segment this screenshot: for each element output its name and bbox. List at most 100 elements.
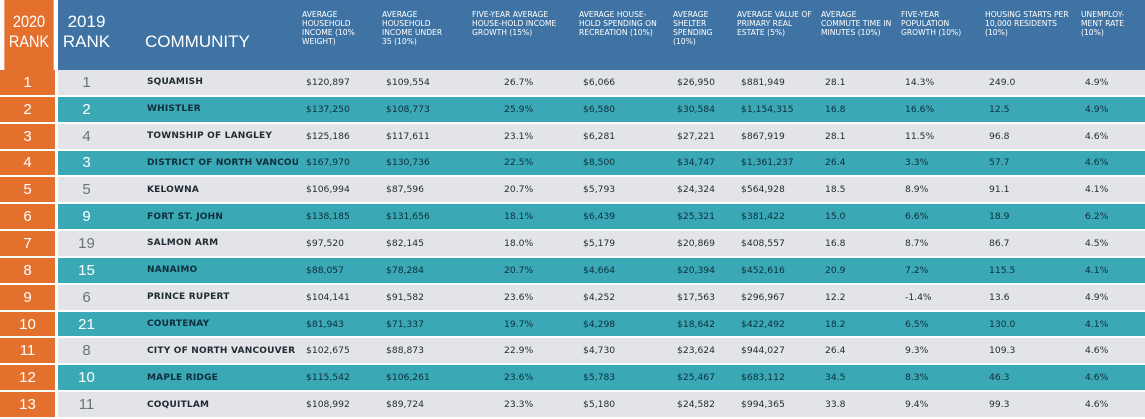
header-rank-2019: 2019 RANK (58, 0, 115, 70)
rank-2020-cell: 5 (0, 177, 58, 205)
unemployment-rate-cell: 4.6% (1077, 365, 1145, 393)
real-estate-value-cell: $867,919 (733, 123, 817, 151)
housing-starts-cell: 130.0 (981, 311, 1077, 339)
community-cell: DISTRICT OF NORTH VANCOUVER (115, 150, 298, 178)
header-real-estate-value: AVERAGE VALUE OF PRIMARY REAL ESTATE (5%… (733, 0, 817, 70)
rank-2019-cell: 11 (58, 392, 115, 419)
income-growth-cell: 18.0% (458, 231, 575, 258)
shelter-spending-cell: $20,869 (669, 231, 733, 258)
avg-household-income-cell: $125,186 (298, 123, 378, 151)
avg-income-under-35-cell: $87,596 (378, 177, 458, 205)
unemployment-rate-cell: 4.5% (1077, 231, 1145, 258)
shelter-spending-cell: $24,582 (669, 392, 733, 419)
recreation-spending-cell: $4,664 (575, 257, 669, 285)
recreation-spending-cell: $4,730 (575, 338, 669, 366)
shelter-spending-cell: $18,642 (669, 311, 733, 339)
avg-household-income-cell: $106,994 (298, 177, 378, 205)
rank-2020-cell: 6 (0, 204, 58, 232)
header-shelter-spending: AVERAGE SHELTER SPENDING (10%) (669, 0, 733, 70)
rank-2020-cell: 1 (0, 70, 58, 97)
housing-starts-cell: 99.3 (981, 392, 1077, 419)
header-commute-time: AVERAGE COMMUTE TIME IN MINUTES (10%) (817, 0, 897, 70)
header-rank-2020: 2020 RANK (4, 0, 54, 70)
avg-income-under-35-cell: $78,284 (378, 257, 458, 285)
population-growth-cell: 6.6% (897, 204, 981, 232)
community-cell: CITY OF NORTH VANCOUVER (115, 338, 298, 366)
unemployment-rate-cell: 4.6% (1077, 123, 1145, 151)
unemployment-rate-cell: 4.9% (1077, 96, 1145, 124)
recreation-spending-cell: $5,180 (575, 392, 669, 419)
rank-2020-cell: 12 (0, 365, 58, 393)
avg-income-under-35-cell: $82,145 (378, 231, 458, 258)
avg-household-income-cell: $97,520 (298, 231, 378, 258)
community-cell: TOWNSHIP OF LANGLEY (115, 123, 298, 151)
rank-2020-cell: 13 (0, 392, 58, 419)
commute-time-cell: 12.2 (817, 284, 897, 312)
header-avg-income-under-35: AVERAGE HOUSEHOLD INCOME UNDER 35 (10%) (378, 0, 458, 70)
avg-income-under-35-cell: $71,337 (378, 311, 458, 339)
income-growth-cell: 22.9% (458, 338, 575, 366)
avg-income-under-35-cell: $88,873 (378, 338, 458, 366)
avg-household-income-cell: $81,943 (298, 311, 378, 339)
recreation-spending-cell: $5,783 (575, 365, 669, 393)
population-growth-cell: 16.6% (897, 96, 981, 124)
unemployment-rate-cell: 4.9% (1077, 284, 1145, 312)
recreation-spending-cell: $4,298 (575, 311, 669, 339)
income-growth-cell: 22.5% (458, 150, 575, 178)
avg-income-under-35-cell: $106,261 (378, 365, 458, 393)
commute-time-cell: 18.5 (817, 177, 897, 205)
shelter-spending-cell: $25,467 (669, 365, 733, 393)
population-growth-cell: 9.3% (897, 338, 981, 366)
unemployment-rate-cell: 4.9% (1077, 70, 1145, 97)
avg-household-income-cell: $88,057 (298, 257, 378, 285)
shelter-spending-cell: $34,747 (669, 150, 733, 178)
avg-income-under-35-cell: $91,582 (378, 284, 458, 312)
rank-2020-cell: 2 (0, 96, 58, 124)
population-growth-cell: 7.2% (897, 257, 981, 285)
community-cell: PRINCE RUPERT (115, 284, 298, 312)
unemployment-rate-cell: 4.6% (1077, 392, 1145, 419)
header-community: COMMUNITY (115, 0, 298, 70)
shelter-spending-cell: $25,321 (669, 204, 733, 232)
income-growth-cell: 23.3% (458, 392, 575, 419)
housing-starts-cell: 91.1 (981, 177, 1077, 205)
commute-time-cell: 26.4 (817, 338, 897, 366)
housing-starts-cell: 18.9 (981, 204, 1077, 232)
avg-income-under-35-cell: $117,611 (378, 123, 458, 151)
income-growth-cell: 18.1% (458, 204, 575, 232)
population-growth-cell: -1.4% (897, 284, 981, 312)
recreation-spending-cell: $5,793 (575, 177, 669, 205)
rank-2019-cell: 21 (58, 311, 115, 339)
housing-starts-cell: 96.8 (981, 123, 1077, 151)
rank-2019-cell: 3 (58, 150, 115, 178)
commute-time-cell: 16.8 (817, 96, 897, 124)
community-cell: NANAIMO (115, 257, 298, 285)
recreation-spending-cell: $4,252 (575, 284, 669, 312)
header-recreation-spending: AVERAGE HOUSE-HOLD SPENDING ON RECREATIO… (575, 0, 669, 70)
real-estate-value-cell: $1,154,315 (733, 96, 817, 124)
recreation-spending-cell: $5,179 (575, 231, 669, 258)
income-growth-cell: 25.9% (458, 96, 575, 124)
income-growth-cell: 23.6% (458, 365, 575, 393)
commute-time-cell: 28.1 (817, 70, 897, 97)
avg-household-income-cell: $104,141 (298, 284, 378, 312)
avg-income-under-35-cell: $131,656 (378, 204, 458, 232)
rank-2019-cell: 8 (58, 338, 115, 366)
shelter-spending-cell: $30,584 (669, 96, 733, 124)
rank-2020-cell: 7 (0, 231, 58, 258)
avg-income-under-35-cell: $130,736 (378, 150, 458, 178)
population-growth-cell: 8.9% (897, 177, 981, 205)
avg-household-income-cell: $102,675 (298, 338, 378, 366)
population-growth-cell: 8.3% (897, 365, 981, 393)
avg-household-income-cell: $138,185 (298, 204, 378, 232)
unemployment-rate-cell: 4.6% (1077, 338, 1145, 366)
recreation-spending-cell: $6,439 (575, 204, 669, 232)
real-estate-value-cell: $994,365 (733, 392, 817, 419)
population-growth-cell: 3.3% (897, 150, 981, 178)
community-cell: WHISTLER (115, 96, 298, 124)
commute-time-cell: 34.5 (817, 365, 897, 393)
housing-starts-cell: 12.5 (981, 96, 1077, 124)
avg-household-income-cell: $108,992 (298, 392, 378, 419)
unemployment-rate-cell: 4.6% (1077, 150, 1145, 178)
